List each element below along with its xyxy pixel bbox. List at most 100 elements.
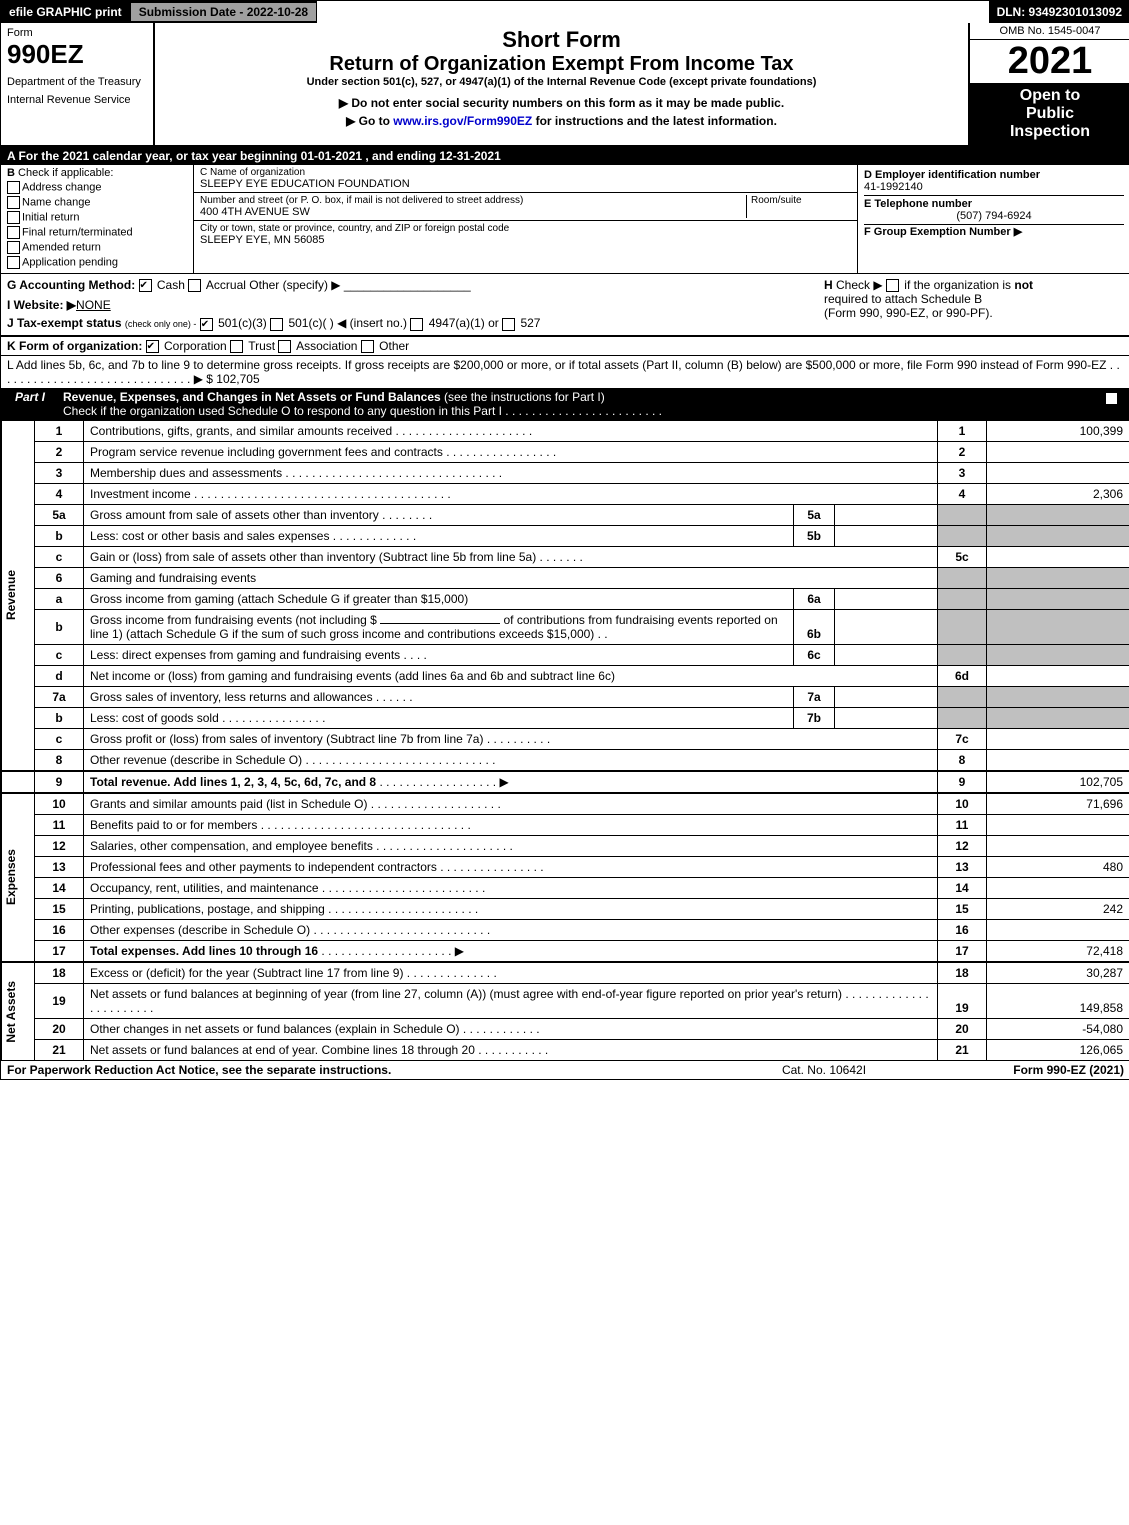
527-checkbox[interactable] <box>502 318 515 331</box>
under-section: Under section 501(c), 527, or 4947(a)(1)… <box>161 76 962 88</box>
l1-amt: 100,399 <box>987 420 1129 441</box>
footer-mid: Cat. No. 10642I <box>724 1063 924 1077</box>
part-i-label: Part I <box>7 390 53 418</box>
trust-checkbox[interactable] <box>230 340 243 353</box>
l5c-rnum: 5c <box>938 546 987 567</box>
row-revenue-section: Revenue 1 Contributions, gifts, grants, … <box>2 420 1129 441</box>
l21-amt: 126,065 <box>987 1039 1129 1060</box>
table-row: 21 Net assets or fund balances at end of… <box>2 1039 1129 1060</box>
l12-desc: Salaries, other compensation, and employ… <box>90 839 373 853</box>
h-checkbox[interactable] <box>886 279 899 292</box>
l11-rnum: 11 <box>938 814 987 835</box>
l13-num: 13 <box>35 856 84 877</box>
l18-amt: 30,287 <box>987 962 1129 984</box>
l6b-num: b <box>35 609 84 644</box>
expenses-vlabel: Expenses <box>2 843 20 911</box>
section-a: A For the 2021 calendar year, or tax yea… <box>1 147 1129 165</box>
l8-rnum: 8 <box>938 749 987 771</box>
accrual-checkbox[interactable] <box>188 279 201 292</box>
room-label: Room/suite <box>751 195 851 206</box>
footer-left: For Paperwork Reduction Act Notice, see … <box>7 1063 724 1077</box>
j-label: J Tax-exempt status <box>7 316 122 330</box>
l18-rnum: 18 <box>938 962 987 984</box>
opt-initial-return[interactable]: Initial return <box>7 211 187 224</box>
l5c-amt <box>987 546 1129 567</box>
l7a-num: 7a <box>35 686 84 707</box>
j-sub: (check only one) - <box>125 319 197 329</box>
opt-amended-return[interactable]: Amended return <box>7 241 187 254</box>
l8-num: 8 <box>35 749 84 771</box>
table-row: a Gross income from gaming (attach Sched… <box>2 588 1129 609</box>
i-label: I Website: ▶ <box>7 298 76 312</box>
trust-label: Trust <box>248 339 275 353</box>
4947-checkbox[interactable] <box>410 318 423 331</box>
k-label: K Form of organization: <box>7 339 142 353</box>
l5b-subamt <box>835 525 938 546</box>
l7c-num: c <box>35 728 84 749</box>
l10-desc: Grants and similar amounts paid (list in… <box>90 797 367 811</box>
dept-treasury: Department of the Treasury <box>7 76 147 88</box>
table-row: 9 Total revenue. Add lines 1, 2, 3, 4, 5… <box>2 771 1129 793</box>
corp-checkbox[interactable] <box>146 340 159 353</box>
dln-label: DLN: 93492301013092 <box>989 5 1129 19</box>
name-label: C Name of organization <box>200 167 851 178</box>
l19-desc: Net assets or fund balances at beginning… <box>90 987 842 1001</box>
table-row: c Gross profit or (loss) from sales of i… <box>2 728 1129 749</box>
short-form-title: Short Form <box>161 27 962 53</box>
l3-desc: Membership dues and assessments <box>90 466 282 480</box>
l20-desc: Other changes in net assets or fund bala… <box>90 1022 460 1036</box>
l5b-sub: 5b <box>794 525 835 546</box>
l5a-shaded-amt <box>987 504 1129 525</box>
l5a-num: 5a <box>35 504 84 525</box>
street-row: Number and street (or P. O. box, if mail… <box>194 193 857 221</box>
l8-desc: Other revenue (describe in Schedule O) <box>90 753 302 767</box>
l9-desc: Total revenue. Add lines 1, 2, 3, 4, 5c,… <box>90 775 376 789</box>
cash-label: Cash <box>157 278 185 292</box>
l8-amt <box>987 749 1129 771</box>
l17-num: 17 <box>35 940 84 962</box>
501c-checkbox[interactable] <box>270 318 283 331</box>
l6a-sub: 6a <box>794 588 835 609</box>
goto-link[interactable]: www.irs.gov/Form990EZ <box>393 114 532 128</box>
l15-rnum: 15 <box>938 898 987 919</box>
g-label: G Accounting Method: <box>7 278 135 292</box>
table-row: 11 Benefits paid to or for members . . .… <box>2 814 1129 835</box>
opt-application-pending[interactable]: Application pending <box>7 256 187 269</box>
h-text3: required to attach Schedule B <box>824 292 982 306</box>
table-row: 16 Other expenses (describe in Schedule … <box>2 919 1129 940</box>
l12-amt <box>987 835 1129 856</box>
section-k: K Form of organization: Corporation Trus… <box>1 336 1129 355</box>
l7b-num: b <box>35 707 84 728</box>
goto-prefix: ▶ Go to <box>346 114 393 128</box>
form-page: efile GRAPHIC print Submission Date - 20… <box>0 0 1129 1080</box>
other-checkbox[interactable] <box>361 340 374 353</box>
l4-amt: 2,306 <box>987 483 1129 504</box>
opt-address-change[interactable]: Address change <box>7 181 187 194</box>
l16-num: 16 <box>35 919 84 940</box>
street-value: 400 4TH AVENUE SW <box>200 206 746 218</box>
page-footer: For Paperwork Reduction Act Notice, see … <box>1 1061 1129 1079</box>
l14-rnum: 14 <box>938 877 987 898</box>
l11-num: 11 <box>35 814 84 835</box>
opt-name-change[interactable]: Name change <box>7 196 187 209</box>
table-row: 4 Investment income . . . . . . . . . . … <box>2 483 1129 504</box>
l20-rnum: 20 <box>938 1018 987 1039</box>
l5a-shaded <box>938 504 987 525</box>
501c3-checkbox[interactable] <box>200 318 213 331</box>
l6d-desc: Net income or (loss) from gaming and fun… <box>84 665 938 686</box>
table-row: 5a Gross amount from sale of assets othe… <box>2 504 1129 525</box>
l6d-num: d <box>35 665 84 686</box>
b-label: B <box>7 167 15 179</box>
l6c-sub: 6c <box>794 644 835 665</box>
l13-rnum: 13 <box>938 856 987 877</box>
section-b: B Check if applicable: Address change Na… <box>1 165 194 273</box>
opt-final-return[interactable]: Final return/terminated <box>7 226 187 239</box>
4947-label: 4947(a)(1) or <box>429 316 499 330</box>
cash-checkbox[interactable] <box>139 279 152 292</box>
l6-num: 6 <box>35 567 84 588</box>
l7c-rnum: 7c <box>938 728 987 749</box>
do-not-enter: ▶ Do not enter social security numbers o… <box>161 96 962 110</box>
assoc-checkbox[interactable] <box>278 340 291 353</box>
part-i-checkbox[interactable] <box>1105 392 1118 405</box>
open-to-public: Open to Public Inspection <box>970 83 1129 145</box>
